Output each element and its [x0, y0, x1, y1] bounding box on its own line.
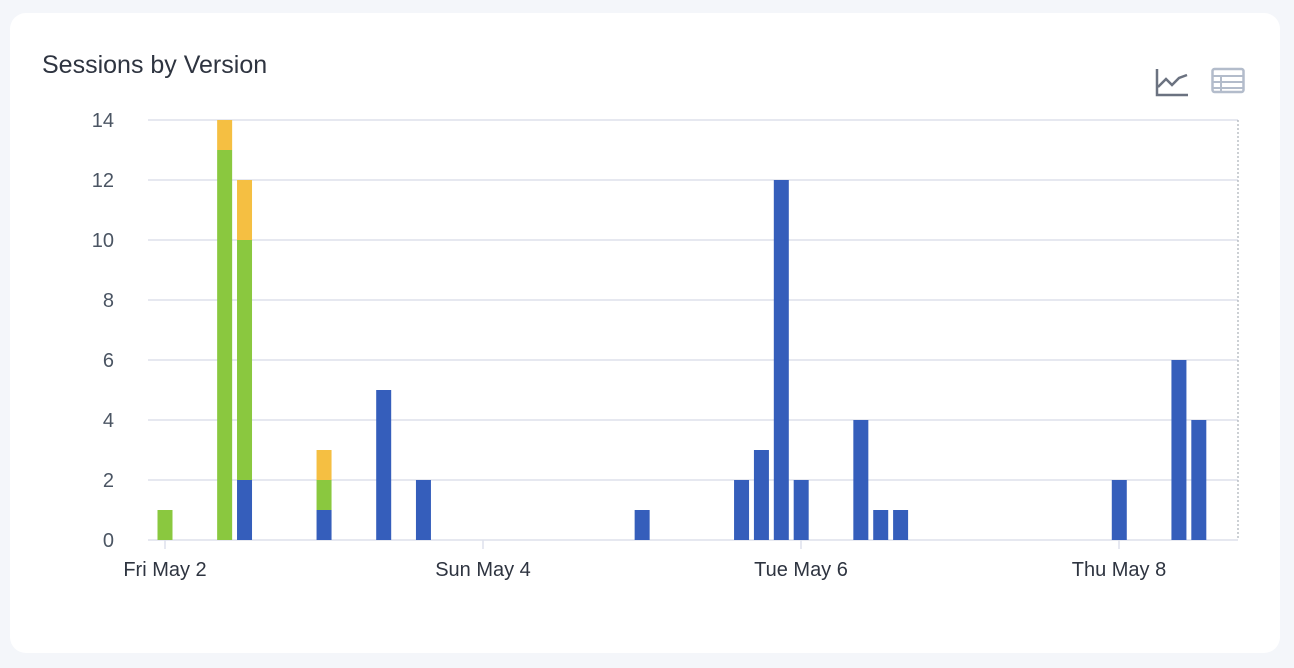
- bar-segment-series-0: [734, 480, 750, 540]
- bar-segment-series-0: [773, 180, 789, 540]
- bar-segment-series-1: [217, 150, 233, 540]
- x-tick-label: Thu May 8: [1072, 559, 1166, 581]
- y-tick-label: 14: [92, 110, 114, 132]
- x-tick-label: Tue May 6: [754, 559, 848, 581]
- table-icon[interactable]: [1211, 67, 1245, 95]
- bar-segment-series-0: [893, 510, 909, 540]
- bar-segment-series-0: [793, 480, 809, 540]
- bar-segment-series-0: [316, 510, 332, 540]
- bar-segment-series-0: [415, 480, 431, 540]
- bar-segment-series-0: [873, 510, 889, 540]
- line-chart-icon[interactable]: [1155, 67, 1189, 97]
- bar-segment-series-2: [316, 450, 332, 480]
- y-tick-label: 8: [103, 290, 114, 312]
- chart-title: Sessions by Version: [42, 51, 268, 79]
- x-tick-label: Fri May 2: [123, 559, 206, 581]
- bar-segment-series-0: [1191, 420, 1207, 540]
- y-tick-label: 4: [103, 410, 114, 432]
- bar-segment-series-0: [1111, 480, 1127, 540]
- bar-segment-series-1: [316, 480, 332, 510]
- bar-segment-series-0: [1171, 360, 1187, 540]
- bar-segment-series-1: [157, 510, 173, 540]
- bar-segment-series-2: [237, 180, 253, 240]
- bar-segment-series-0: [376, 390, 392, 540]
- y-tick-label: 2: [103, 470, 114, 492]
- y-tick-label: 0: [103, 530, 114, 552]
- bar-segment-series-1: [237, 240, 253, 480]
- y-tick-label: 6: [103, 350, 114, 372]
- y-tick-label: 12: [92, 170, 114, 192]
- bar-segment-series-2: [217, 120, 233, 150]
- x-tick-label: Sun May 4: [435, 559, 531, 581]
- bar-segment-series-0: [237, 480, 253, 540]
- bar-segment-series-0: [753, 450, 769, 540]
- bar-segment-series-0: [853, 420, 869, 540]
- y-tick-label: 10: [92, 230, 114, 252]
- bar-segment-series-0: [634, 510, 650, 540]
